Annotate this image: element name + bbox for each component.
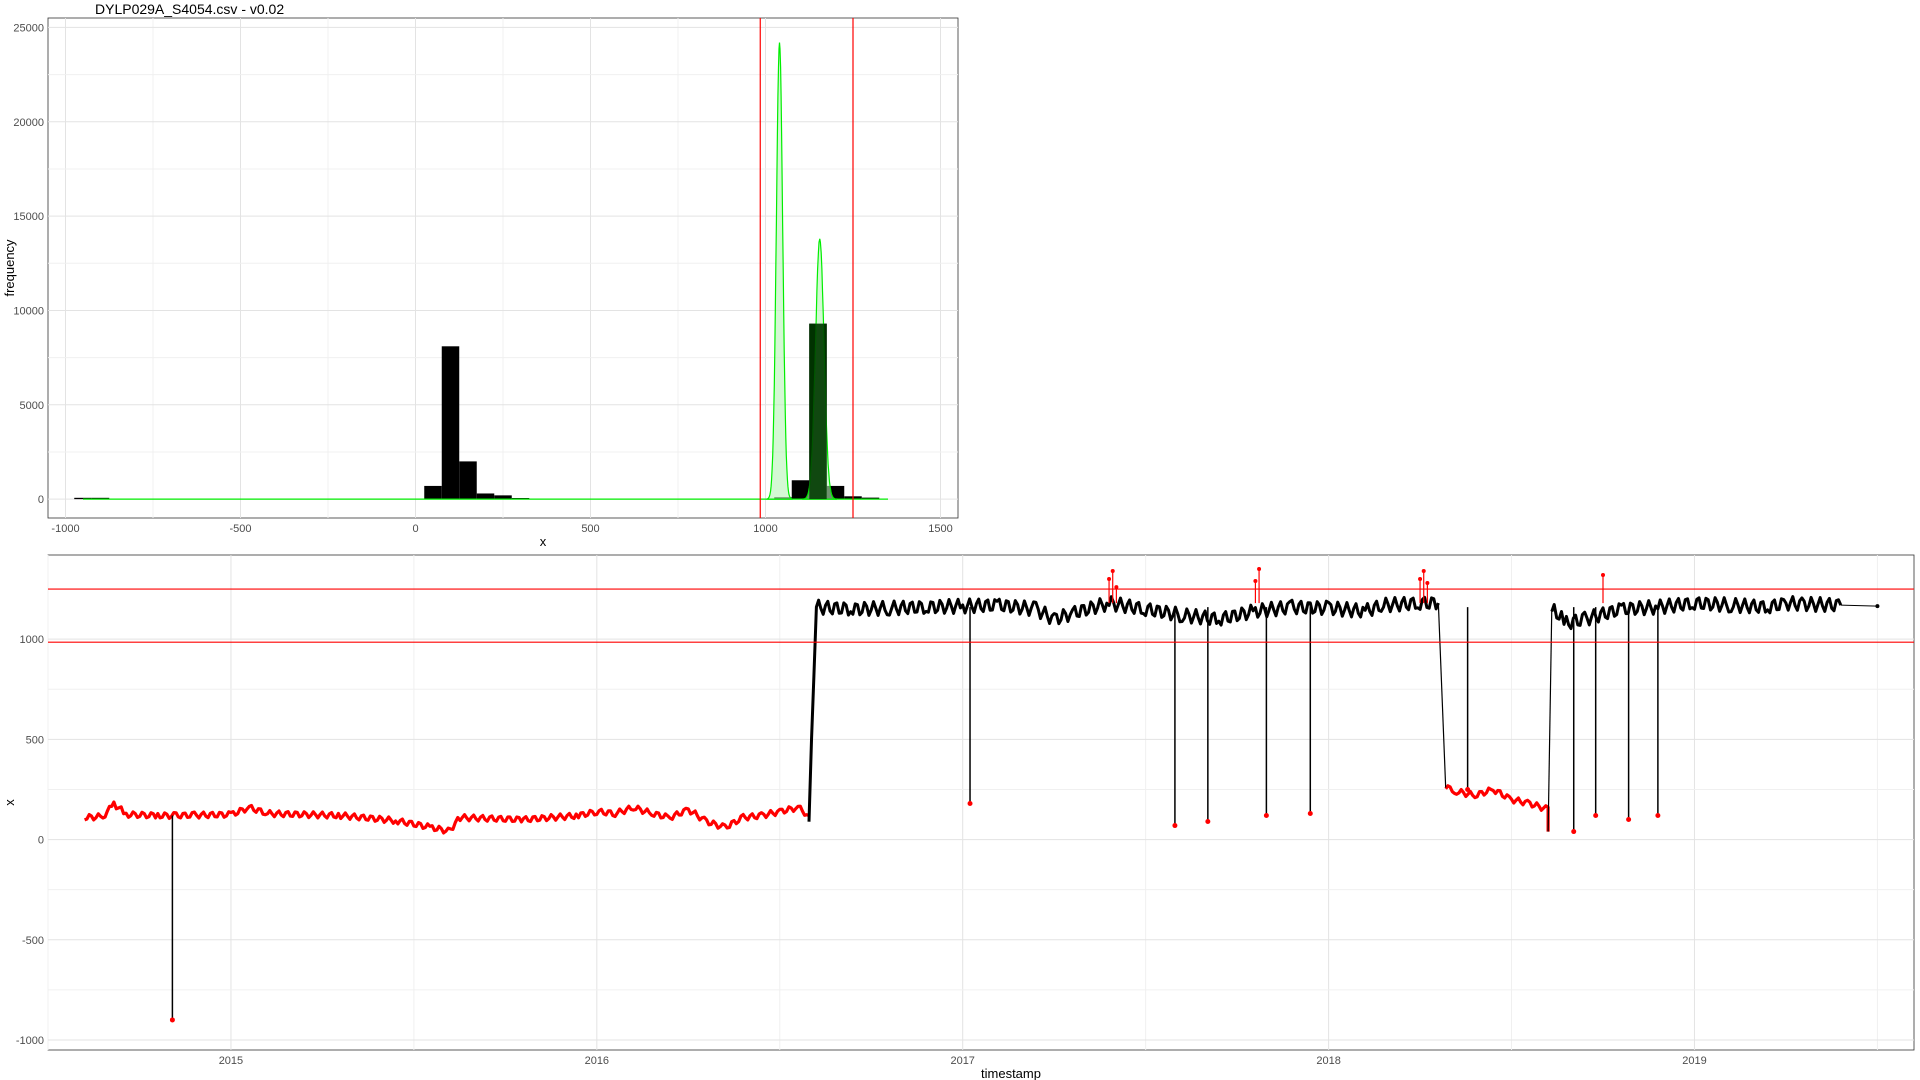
spike-point [169,1017,175,1023]
ts-x-tick-label: 2016 [585,1055,609,1067]
series-tail-line [1840,604,1878,607]
hist-x-tick-label: -500 [229,523,251,535]
spike-point [967,801,973,807]
ts-x-tick-label: 2015 [219,1055,243,1067]
spike-point [1593,813,1599,819]
spike-point [1465,786,1471,792]
ts-x-axis-label: timestamp [981,1066,1041,1080]
hist-bar [476,493,495,500]
outlier-point [1421,569,1426,574]
hist-x-axis-label: x [540,534,547,549]
outlier-point [1114,585,1119,590]
outlier-point [1418,577,1423,582]
hist-y-tick-label: 20000 [13,117,44,129]
series-jump-line [1547,609,1553,832]
outlier-point [1107,577,1112,582]
hist-x-tick-label: 500 [581,523,599,535]
hist-y-tick-label: 5000 [20,400,44,412]
spike-point [1307,811,1313,817]
ts-y-tick-label: 0 [38,835,44,847]
series-jump-line [1437,603,1447,788]
page-title: DYLP029A_S4054.csv - v0.02 [95,1,284,17]
hist-x-tick-label: 0 [412,523,418,535]
hist-y-tick-label: 10000 [13,305,44,317]
outlier-point [1110,569,1115,574]
series-segment-in [807,595,1440,822]
outlier-point [1425,581,1430,586]
ts-x-tick-label: 2017 [950,1055,974,1067]
spike-point [1205,819,1211,825]
spike-point [1263,813,1269,819]
ts-x-tick-label: 2019 [1682,1055,1706,1067]
outlier-point [1253,579,1258,584]
series-segment-out [84,800,810,835]
hist-y-axis-label: frequency [2,239,17,297]
outlier-point [1257,567,1262,572]
hist-bar-overlap [809,323,827,500]
outlier-point [1601,573,1605,578]
hist-bar [791,480,810,500]
spike-point [1626,817,1632,823]
ts-plot-border [47,554,1915,1051]
hist-x-tick-label: 1500 [928,523,952,535]
spike-point [1172,823,1178,829]
hist-y-tick-label: 25000 [13,22,44,34]
spike-point [1655,813,1661,819]
hist-bar [74,497,92,500]
hist-bar [91,497,110,500]
hist-bar [424,485,442,500]
hist-x-tick-label: -1000 [51,523,79,535]
series-segment-in [1550,595,1843,631]
ts-x-tick-label: 2018 [1316,1055,1340,1067]
hist-bar [441,346,460,500]
hist-bar [494,495,512,500]
ts-y-tick-label: -500 [22,935,44,947]
hist-y-tick-label: 0 [38,494,44,506]
ts-y-tick-label: 500 [26,734,44,746]
hist-x-tick-label: 1000 [753,523,777,535]
histogram-panel: -1000 -500 0 500 1000 15000500010000150002000… [2,17,959,549]
timeseries-panel: 2015 2016 2017 2018 2019 -1000 -500 0 500 1000 tim… [2,554,1915,1080]
density-curve [766,42,793,500]
ts-y-tick-label: -1000 [16,1035,44,1047]
ts-y-axis-label: x [2,799,17,806]
hist-bar [861,497,880,500]
hist-bar [459,461,477,500]
spike-point [1571,829,1577,835]
series-segment-out [1444,784,1550,832]
hist-y-tick-label: 15000 [13,211,44,223]
series-tail-point [1875,604,1880,609]
ts-y-tick-label: 1000 [20,634,44,646]
